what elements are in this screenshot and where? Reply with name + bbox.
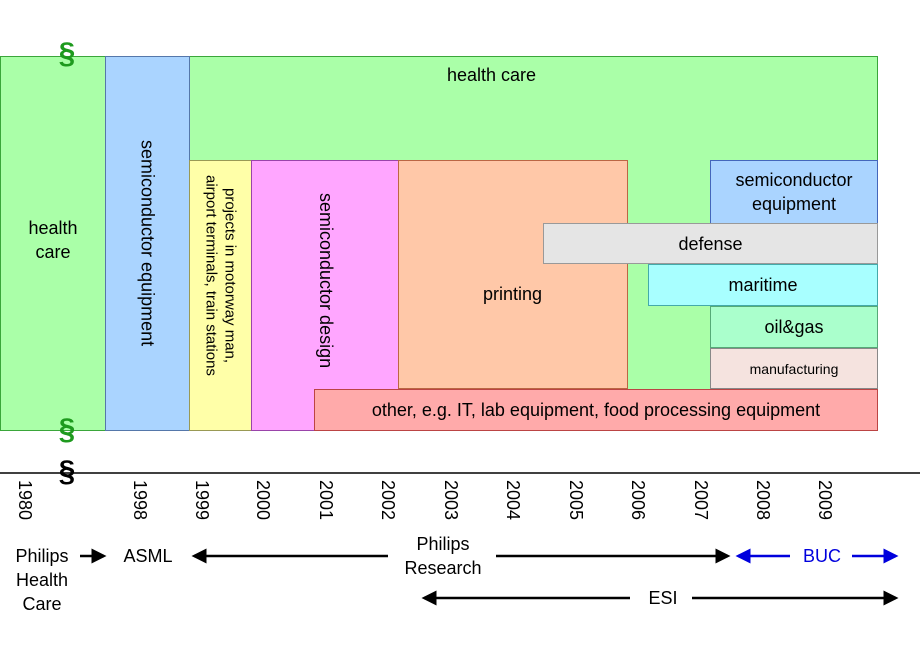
year-label: 1980 bbox=[15, 480, 35, 521]
org-philips-health-care: Philips Health Care bbox=[15, 546, 69, 614]
year-label: 2008 bbox=[753, 480, 773, 521]
semiconductor-equipment-vertical-block: semiconductor equipment bbox=[105, 56, 190, 431]
health-care-top-label: health care bbox=[446, 65, 537, 85]
org-asml: ASML bbox=[123, 546, 173, 566]
year-label: 2003 bbox=[441, 480, 461, 521]
maritime-label: maritime bbox=[728, 275, 798, 295]
break-symbol-axis: § bbox=[58, 455, 76, 488]
semiconductor-design-block: semiconductor design bbox=[251, 160, 399, 431]
break-symbol-middle: § bbox=[58, 413, 76, 446]
oil-gas-label: oil&gas bbox=[764, 317, 824, 337]
org-esi: ESI bbox=[648, 588, 678, 608]
year-label: 1999 bbox=[192, 480, 212, 521]
year-label: 2006 bbox=[628, 480, 648, 521]
org-buc: BUC bbox=[802, 546, 841, 566]
defense-label: defense bbox=[678, 233, 743, 254]
oil-gas-block: oil&gas bbox=[710, 306, 878, 348]
other-label: other, e.g. IT, lab equipment, food proc… bbox=[371, 400, 821, 420]
printing-block: printing bbox=[398, 160, 628, 389]
printing-label: printing bbox=[482, 283, 543, 304]
org-philips-research: Philips Research bbox=[404, 534, 482, 578]
year-label: 2000 bbox=[253, 480, 273, 521]
semiconductor-equipment-right-label: semiconductor equipment bbox=[735, 170, 853, 214]
defense-block: defense bbox=[543, 223, 878, 264]
year-label: 2002 bbox=[378, 480, 398, 521]
projects-label: projects in motorway man, airport termin… bbox=[202, 175, 239, 376]
health-care-left-label: health care bbox=[28, 217, 78, 262]
year-label: 2005 bbox=[566, 480, 586, 521]
year-label: 2009 bbox=[815, 480, 835, 521]
break-symbol-top: § bbox=[58, 37, 76, 70]
projects-block: projects in motorway man, airport termin… bbox=[189, 160, 252, 431]
other-block: other, e.g. IT, lab equipment, food proc… bbox=[314, 389, 878, 431]
manufacturing-label: manufacturing bbox=[749, 360, 839, 377]
year-label: 2004 bbox=[503, 480, 523, 521]
semiconductor-equipment-right-block: semiconductor equipment bbox=[710, 160, 878, 224]
semiconductor-equipment-vertical-label: semiconductor equipment bbox=[137, 140, 158, 347]
year-label: 2007 bbox=[691, 480, 711, 521]
semiconductor-design-label: semiconductor design bbox=[316, 193, 336, 369]
manufacturing-block: manufacturing bbox=[710, 348, 878, 389]
year-label: 1998 bbox=[130, 480, 150, 521]
year-label: 2001 bbox=[316, 480, 336, 521]
maritime-block: maritime bbox=[648, 264, 878, 306]
health-care-left-block: health care bbox=[0, 56, 106, 431]
